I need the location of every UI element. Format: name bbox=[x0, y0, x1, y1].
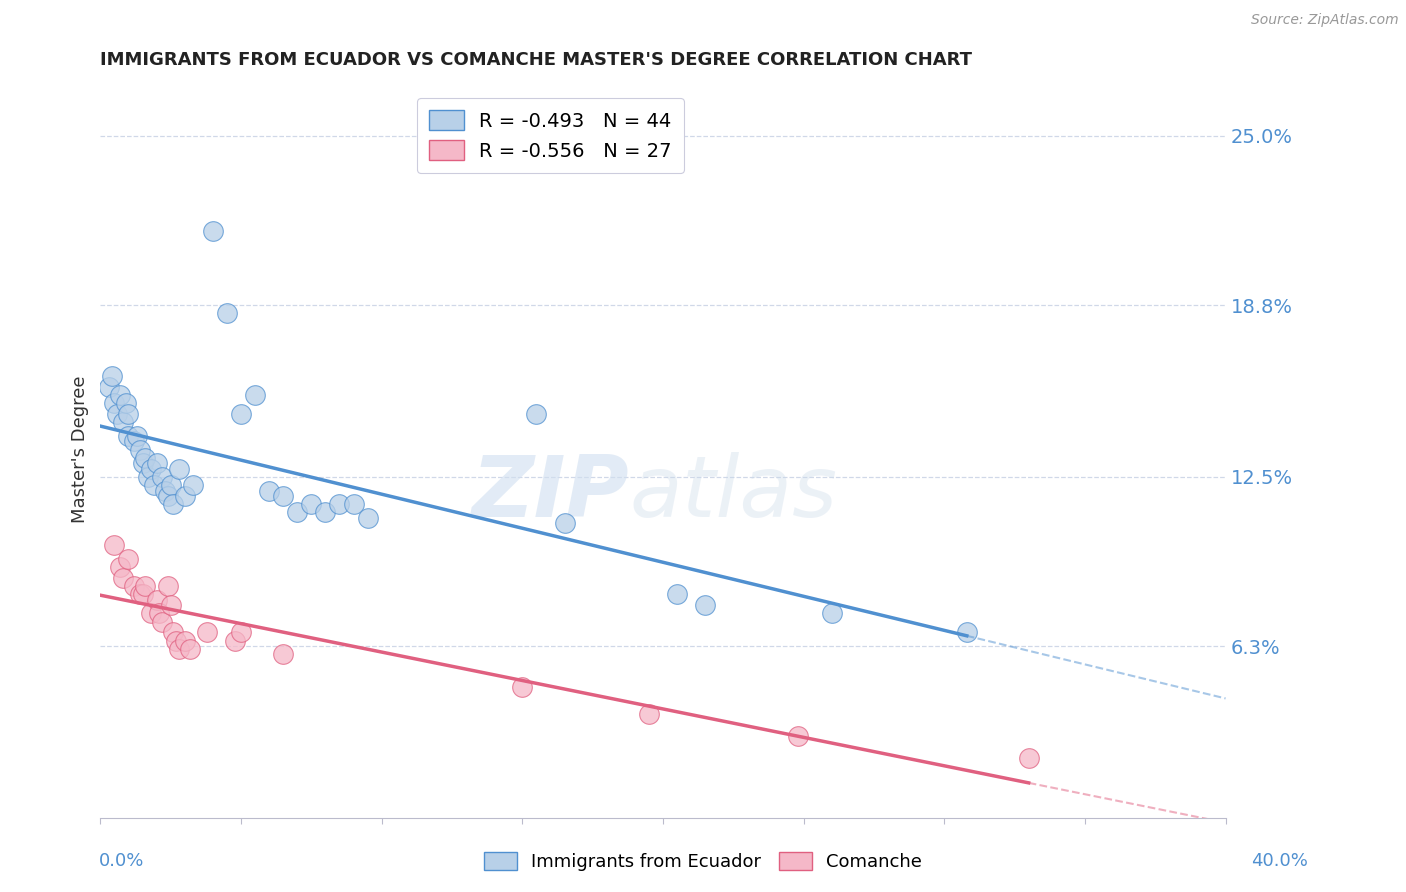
Point bbox=[328, 497, 350, 511]
Point bbox=[117, 429, 139, 443]
Point bbox=[167, 641, 190, 656]
Point bbox=[156, 489, 179, 503]
Point bbox=[108, 560, 131, 574]
Text: ZIP: ZIP bbox=[471, 452, 630, 535]
Point bbox=[117, 551, 139, 566]
Point bbox=[638, 707, 661, 722]
Point bbox=[554, 516, 576, 531]
Point bbox=[105, 407, 128, 421]
Point bbox=[108, 388, 131, 402]
Point bbox=[150, 470, 173, 484]
Point bbox=[229, 625, 252, 640]
Point bbox=[145, 456, 167, 470]
Point bbox=[134, 450, 156, 465]
Point bbox=[821, 607, 844, 621]
Point bbox=[145, 592, 167, 607]
Point bbox=[114, 396, 136, 410]
Point bbox=[111, 571, 134, 585]
Text: atlas: atlas bbox=[630, 452, 837, 535]
Point bbox=[100, 368, 122, 383]
Point bbox=[122, 579, 145, 593]
Point bbox=[181, 478, 204, 492]
Point bbox=[201, 224, 224, 238]
Point bbox=[342, 497, 364, 511]
Point bbox=[128, 587, 150, 601]
Point bbox=[195, 625, 218, 640]
Point bbox=[125, 429, 148, 443]
Point bbox=[165, 633, 187, 648]
Point bbox=[271, 647, 294, 661]
Point bbox=[229, 407, 252, 421]
Point bbox=[136, 470, 159, 484]
Point bbox=[510, 680, 533, 694]
Point bbox=[153, 483, 176, 498]
Point bbox=[167, 461, 190, 475]
Point bbox=[956, 625, 979, 640]
Text: Source: ZipAtlas.com: Source: ZipAtlas.com bbox=[1251, 13, 1399, 28]
Point bbox=[356, 511, 378, 525]
Point bbox=[134, 579, 156, 593]
Point bbox=[122, 434, 145, 449]
Point bbox=[128, 442, 150, 457]
Point bbox=[156, 579, 179, 593]
Point bbox=[139, 461, 162, 475]
Text: 0.0%: 0.0% bbox=[98, 852, 143, 870]
Point bbox=[524, 407, 547, 421]
Point bbox=[695, 598, 717, 612]
Point bbox=[103, 538, 125, 552]
Point bbox=[173, 633, 195, 648]
Y-axis label: Master's Degree: Master's Degree bbox=[72, 376, 89, 524]
Point bbox=[257, 483, 280, 498]
Legend: Immigrants from Ecuador, Comanche: Immigrants from Ecuador, Comanche bbox=[477, 845, 929, 879]
Point bbox=[162, 497, 184, 511]
Point bbox=[150, 615, 173, 629]
Point bbox=[173, 489, 195, 503]
Point bbox=[111, 415, 134, 429]
Legend: R = -0.493   N = 44, R = -0.556   N = 27: R = -0.493 N = 44, R = -0.556 N = 27 bbox=[418, 98, 683, 172]
Point bbox=[271, 489, 294, 503]
Point bbox=[285, 505, 308, 519]
Point bbox=[666, 587, 689, 601]
Point bbox=[1018, 751, 1040, 765]
Point bbox=[131, 587, 153, 601]
Text: IMMIGRANTS FROM ECUADOR VS COMANCHE MASTER'S DEGREE CORRELATION CHART: IMMIGRANTS FROM ECUADOR VS COMANCHE MAST… bbox=[100, 51, 973, 69]
Point bbox=[159, 478, 181, 492]
Text: 40.0%: 40.0% bbox=[1251, 852, 1308, 870]
Point bbox=[148, 607, 170, 621]
Point bbox=[787, 729, 810, 743]
Point bbox=[97, 380, 120, 394]
Point bbox=[117, 407, 139, 421]
Point bbox=[131, 456, 153, 470]
Point bbox=[103, 396, 125, 410]
Point bbox=[224, 633, 246, 648]
Point bbox=[243, 388, 266, 402]
Point bbox=[179, 641, 201, 656]
Point bbox=[159, 598, 181, 612]
Point bbox=[314, 505, 336, 519]
Point bbox=[142, 478, 165, 492]
Point bbox=[162, 625, 184, 640]
Point bbox=[299, 497, 322, 511]
Point bbox=[139, 607, 162, 621]
Point bbox=[215, 306, 238, 320]
